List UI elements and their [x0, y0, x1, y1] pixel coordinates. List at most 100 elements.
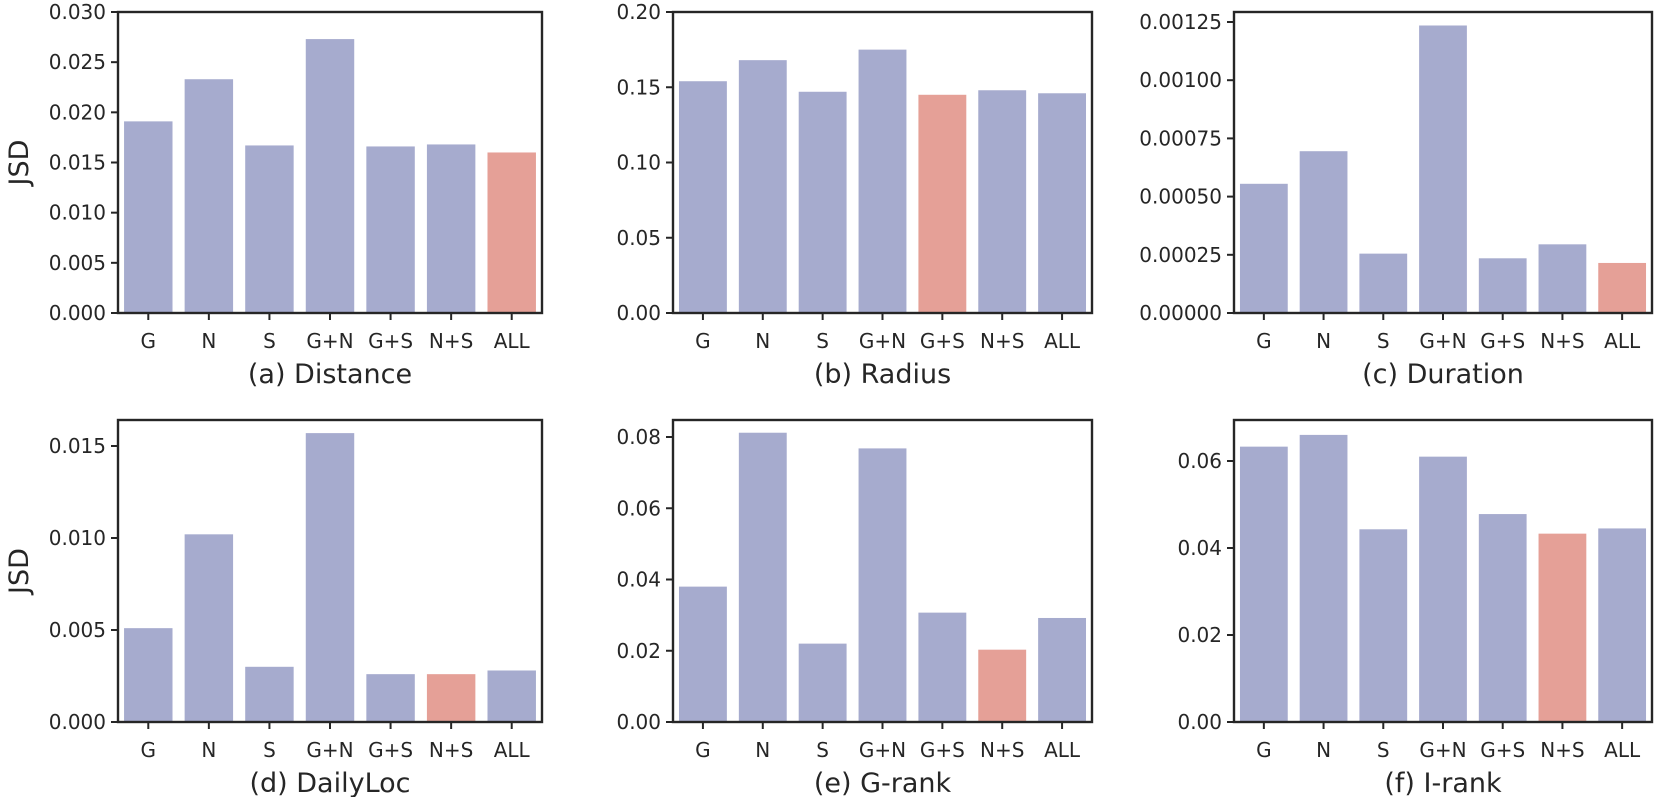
bar-g-plus-n: [305, 39, 355, 314]
x-tick-label: ALL: [1044, 329, 1081, 353]
x-tick-label: ALL: [1604, 329, 1641, 353]
x-tick-label: S: [1377, 329, 1390, 353]
bar-all: [1038, 93, 1087, 314]
bar-n-plus-s: [426, 144, 476, 313]
x-tick-label: N+S: [980, 329, 1024, 353]
bar-g: [678, 586, 727, 722]
bar-g-plus-n: [1419, 456, 1467, 722]
bar-s: [798, 91, 847, 313]
chart-caption: (b) Radius: [814, 359, 951, 390]
bar-g: [1239, 446, 1288, 722]
bar-n-plus-s: [1538, 533, 1587, 722]
y-tick-label: 0.05: [616, 226, 661, 250]
chart-panel-5: 0.00 0.02 0.04 0.06 0.08 G N S G+N G+S N+S ALL (e) G…: [616, 418, 1094, 797]
y-tick-label: 0.08: [616, 425, 661, 449]
chart-panel-4: 0.000 0.005 0.010 0.015 G N S G+N G+S N+S ALL (d) D…: [4, 418, 544, 797]
bar-n-plus-s: [978, 90, 1027, 313]
bar-s: [798, 643, 847, 722]
bar-s: [1359, 253, 1408, 313]
bar-all: [487, 152, 536, 313]
x-tick-label: G+S: [368, 329, 413, 353]
x-tick-label: N+S: [1540, 329, 1584, 353]
bar-g-plus-n: [858, 49, 907, 313]
bar-n: [1299, 434, 1348, 722]
y-tick-label: 0.00100: [1139, 68, 1222, 92]
y-tick-label: 0.00: [1177, 710, 1222, 734]
chart-caption: (d) DailyLoc: [249, 768, 410, 797]
x-tick-label: N: [201, 329, 216, 353]
x-tick-label: S: [1377, 738, 1390, 762]
bar-g: [1239, 183, 1288, 313]
bar-n: [1299, 151, 1348, 313]
y-tick-label: 0.04: [1177, 536, 1222, 560]
x-tick-label: ALL: [1604, 738, 1641, 762]
bar-g-plus-n: [1419, 25, 1467, 313]
y-tick-label: 0.015: [49, 434, 106, 458]
x-tick-label: N+S: [429, 738, 473, 762]
y-tick-label: 0.10: [616, 151, 661, 175]
bar-g-plus-s: [918, 94, 967, 314]
bar-s: [245, 145, 294, 313]
x-tick-label: G+N: [859, 329, 906, 353]
y-tick-label: 0.005: [49, 618, 106, 642]
y-tick-label: 0.06: [616, 496, 661, 520]
y-tick-label: 0.030: [49, 0, 106, 24]
x-tick-label: S: [816, 329, 829, 353]
x-tick-label: N: [1316, 738, 1331, 762]
x-tick-label: N: [755, 329, 770, 353]
y-tick-label: 0.00125: [1139, 10, 1222, 34]
x-tick-label: G+S: [920, 738, 965, 762]
y-axis-label: JSD: [4, 140, 35, 188]
bar-n: [184, 534, 234, 722]
chart-caption: (e) G-rank: [814, 768, 952, 797]
bar-g-plus-n: [305, 433, 355, 722]
x-tick-label: G+S: [1480, 738, 1525, 762]
y-tick-label: 0.025: [49, 50, 106, 74]
x-tick-label: G+N: [859, 738, 906, 762]
y-tick-label: 0.00000: [1139, 301, 1222, 325]
y-tick-label: 0.00025: [1139, 243, 1222, 267]
chart-panel-6: 0.00 0.02 0.04 0.06 G N S G+N G+S N+S ALL (f) I-ran…: [1177, 418, 1654, 797]
chart-panel-3: 0.00000 0.00025 0.00050 0.00075 0.00100 0.001…: [1139, 10, 1654, 390]
x-tick-label: N: [201, 738, 216, 762]
x-tick-label: G+N: [1419, 329, 1466, 353]
x-tick-label: G: [1256, 738, 1272, 762]
y-tick-label: 0.02: [1177, 623, 1222, 647]
bar-g-plus-s: [1478, 258, 1527, 313]
x-tick-label: G+S: [368, 738, 413, 762]
x-tick-label: G+S: [1480, 329, 1525, 353]
x-tick-label: ALL: [494, 738, 531, 762]
chart-caption: (a) Distance: [248, 359, 412, 390]
bar-all: [1598, 262, 1647, 313]
x-tick-label: G+S: [920, 329, 965, 353]
x-tick-label: G: [1256, 329, 1272, 353]
bar-n: [738, 432, 787, 722]
bar-n-plus-s: [1538, 244, 1587, 313]
x-tick-label: G: [695, 738, 711, 762]
bar-n-plus-s: [978, 649, 1027, 722]
y-tick-label: 0.015: [49, 151, 106, 175]
y-tick-label: 0.005: [49, 251, 106, 275]
y-tick-label: 0.06: [1177, 449, 1222, 473]
bar-g-plus-s: [366, 146, 415, 313]
bar-g: [678, 81, 727, 313]
chart-panel-2: 0.00 0.05 0.10 0.15 0.20 G N S G+N G+S N+S ALL (b) R…: [616, 0, 1094, 390]
chart-caption: (c) Duration: [1362, 359, 1524, 390]
y-tick-label: 0.00: [616, 710, 661, 734]
x-tick-label: G+N: [1419, 738, 1466, 762]
x-tick-label: G: [695, 329, 711, 353]
bar-s: [245, 666, 294, 722]
y-tick-label: 0.010: [49, 201, 106, 225]
y-tick-label: 0.020: [49, 100, 106, 124]
x-tick-label: G+N: [306, 329, 353, 353]
x-tick-label: ALL: [494, 329, 531, 353]
bar-n-plus-s: [426, 674, 476, 722]
bar-g-plus-s: [366, 674, 415, 722]
x-tick-label: ALL: [1044, 738, 1081, 762]
x-tick-label: S: [263, 738, 276, 762]
y-tick-label: 0.02: [616, 639, 661, 663]
y-tick-label: 0.00: [616, 301, 661, 325]
bar-all: [487, 670, 536, 722]
chart-caption: (f) I-rank: [1384, 768, 1502, 797]
